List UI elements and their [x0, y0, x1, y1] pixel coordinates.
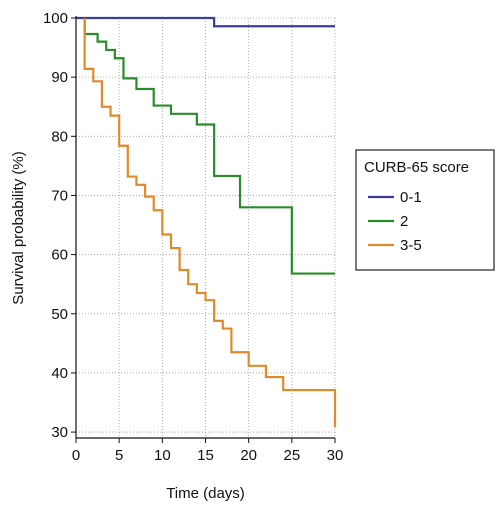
- series-line-3-5: [83, 18, 337, 428]
- y-tick-label: 80: [51, 128, 68, 145]
- legend-label-3-5: 3-5: [400, 237, 422, 254]
- x-axis-title: Time (days): [166, 485, 245, 502]
- x-tick-label: 20: [240, 447, 257, 464]
- y-tick-label: 90: [51, 69, 68, 86]
- x-tick-label: 5: [115, 447, 123, 464]
- gridlines: [76, 17, 336, 438]
- y-tick-label: 40: [51, 365, 68, 382]
- y-tick-label: 60: [51, 247, 68, 264]
- x-tick-label: 10: [154, 447, 171, 464]
- series-line-0-1: [76, 16, 335, 28]
- legend-box: [355, 149, 495, 271]
- axes: [71, 16, 336, 443]
- legend-title: CURB-65 score: [364, 159, 469, 176]
- y-tick-label: 50: [51, 306, 68, 323]
- x-tick-label: 30: [327, 447, 344, 464]
- x-tick-label: 0: [72, 447, 80, 464]
- y-tick-label: 70: [51, 187, 68, 204]
- legend: CURB-65 score 0-1 2 3-5: [355, 149, 495, 271]
- x-tick-label: 15: [197, 447, 214, 464]
- y-tick-label: 100: [43, 10, 68, 27]
- tick-labels: 0 5 10 15 20 25 30 30 40 50 60 70 80 90 100: [43, 10, 343, 464]
- legend-items: 0-1 2 3-5: [368, 189, 422, 254]
- legend-label-2: 2: [400, 213, 408, 230]
- series-lines: [76, 16, 337, 428]
- y-axis-title: Survival probability (%): [10, 151, 27, 304]
- y-tick-label: 30: [51, 424, 68, 441]
- series-line-2: [83, 18, 335, 275]
- legend-label-0-1: 0-1: [400, 189, 422, 206]
- x-tick-label: 25: [283, 447, 300, 464]
